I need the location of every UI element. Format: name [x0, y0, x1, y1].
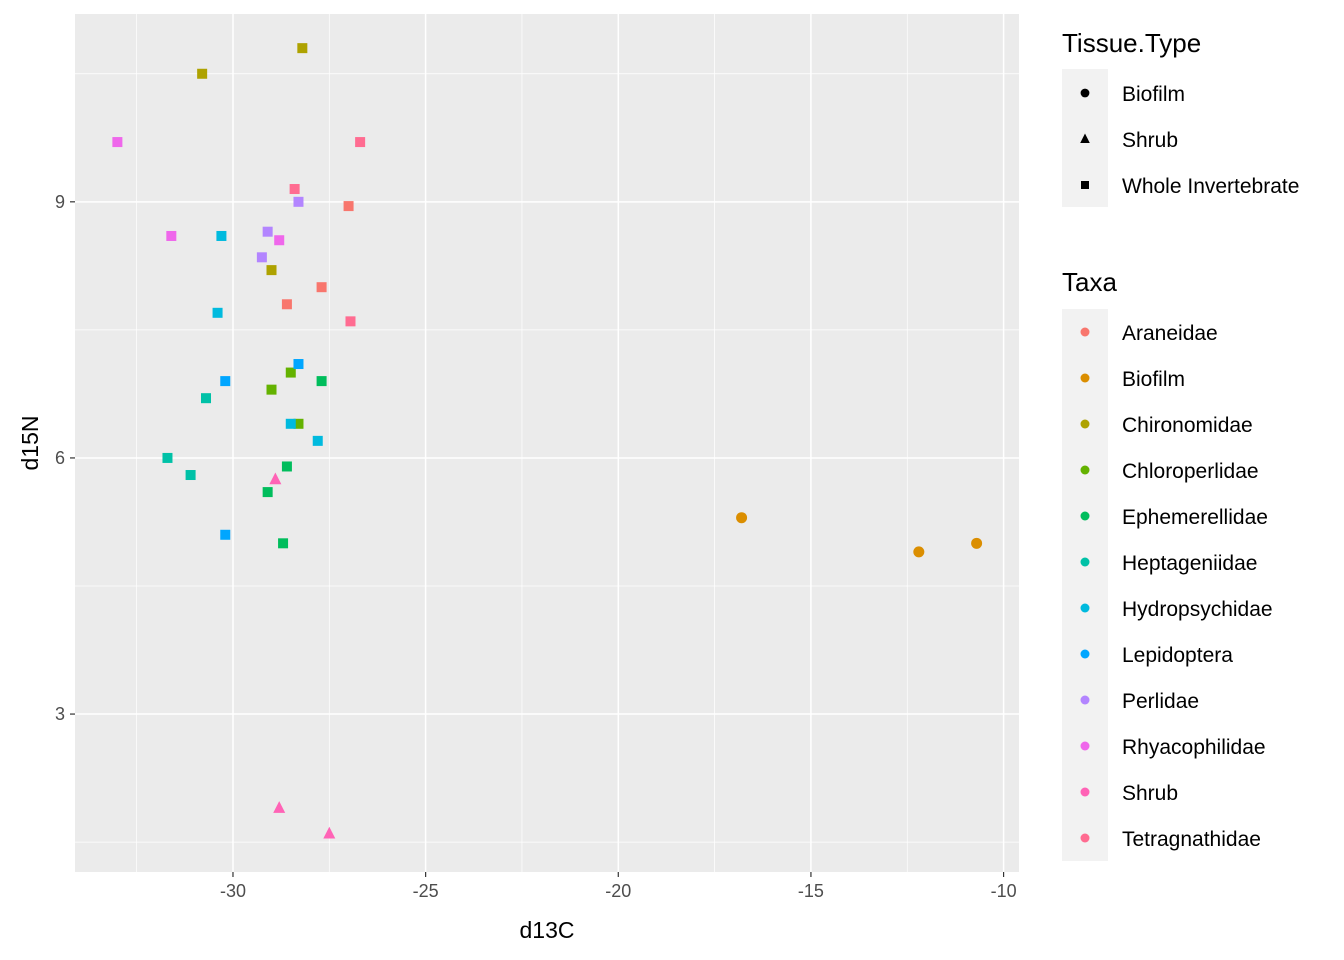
color-legend-key-background	[1062, 309, 1108, 861]
legend-color-swatch	[1080, 695, 1090, 705]
color-legend-label: Rhyacophilidae	[1122, 736, 1266, 759]
data-point	[316, 282, 327, 293]
data-point	[285, 367, 296, 378]
legend-triangle-icon	[1080, 133, 1090, 143]
x-tick-label: -15	[798, 881, 824, 901]
legend-color-swatch	[1080, 511, 1090, 521]
legend-square-icon	[1081, 181, 1089, 189]
data-point	[262, 487, 273, 498]
y-tick-label: 9	[55, 192, 65, 212]
color-legend-label: Heptageniidae	[1122, 552, 1257, 575]
data-point	[162, 452, 173, 463]
data-point	[297, 43, 308, 54]
color-legend-label: Chironomidae	[1122, 414, 1253, 437]
data-point	[293, 359, 304, 370]
data-point	[201, 393, 212, 404]
legend-color-swatch	[1080, 465, 1090, 475]
color-legend-label: Perlidae	[1122, 690, 1199, 713]
shape-legend-label: Biofilm	[1122, 83, 1185, 106]
y-axis-title: d15N	[17, 416, 43, 471]
shape-legend: Tissue.Type Biofilm Shrub Whole Invertebra…	[1062, 28, 1299, 207]
legend-color-swatch	[1080, 741, 1090, 751]
data-point	[312, 435, 323, 446]
data-point	[323, 826, 336, 839]
data-point	[256, 252, 267, 263]
color-legend-label: Chloroperlidae	[1122, 460, 1259, 483]
data-point	[269, 472, 282, 485]
legend-color-swatch	[1080, 373, 1090, 383]
shape-legend-title: Tissue.Type	[1062, 28, 1201, 58]
data-point	[289, 184, 300, 195]
legend-color-swatch	[1080, 419, 1090, 429]
data-point	[166, 230, 177, 241]
color-legend-label: Tetragnathidae	[1122, 828, 1261, 851]
data-point	[266, 265, 277, 276]
shape-legend-label: Shrub	[1122, 129, 1178, 152]
data-point	[345, 316, 356, 327]
legend-color-swatch	[1080, 557, 1090, 567]
data-point	[316, 376, 327, 387]
data-point	[273, 801, 286, 813]
legend-color-swatch	[1080, 603, 1090, 613]
color-legend-label: Araneidae	[1122, 322, 1218, 345]
color-legend-title: Taxa	[1062, 267, 1117, 297]
x-axis-title: d13C	[520, 917, 575, 943]
axes: -30 -25 -20 -15 -10 3 6 9	[55, 192, 1017, 901]
legend-color-swatch	[1080, 649, 1090, 659]
data-point	[262, 226, 273, 237]
data-point	[293, 418, 304, 429]
color-legend-label: Lepidoptera	[1122, 644, 1233, 667]
y-tick-label: 3	[55, 704, 65, 724]
legend-color-swatch	[1080, 833, 1090, 843]
data-point	[281, 299, 292, 310]
data-point	[266, 384, 277, 395]
data-point	[355, 137, 366, 148]
y-tick-label: 6	[55, 448, 65, 468]
x-tick-label: -10	[991, 881, 1017, 901]
data-point	[220, 529, 231, 540]
data-point	[274, 235, 285, 246]
data-point	[212, 307, 223, 318]
data-point	[220, 376, 231, 387]
color-legend: Taxa Araneidae Biofilm Chironomidae Chlorop…	[1062, 267, 1273, 861]
data-point	[216, 230, 227, 241]
data-point	[197, 68, 208, 79]
data-point	[278, 538, 289, 549]
data-point	[913, 546, 925, 558]
grid-lines	[75, 14, 1019, 872]
x-tick-label: -25	[413, 881, 439, 901]
data-point	[343, 201, 354, 212]
plot-panel	[75, 14, 1019, 872]
legend-color-swatch	[1080, 787, 1090, 797]
x-tick-label: -30	[220, 881, 246, 901]
legend-circle-icon	[1080, 88, 1090, 98]
color-legend-label: Shrub	[1122, 782, 1178, 805]
color-legend-label: Ephemerellidae	[1122, 506, 1268, 529]
data-point	[185, 470, 196, 481]
color-legend-label: Biofilm	[1122, 368, 1185, 391]
data-point	[112, 137, 123, 148]
data-point	[736, 512, 748, 524]
data-point	[281, 461, 292, 472]
data-point	[285, 418, 296, 429]
color-legend-label: Hydropsychidae	[1122, 598, 1273, 621]
x-tick-label: -20	[605, 881, 631, 901]
data-points	[112, 43, 983, 839]
data-point	[293, 196, 304, 207]
shape-legend-label: Whole Invertebrate	[1122, 175, 1299, 198]
data-point	[971, 537, 983, 549]
legend-color-swatch	[1080, 327, 1090, 337]
